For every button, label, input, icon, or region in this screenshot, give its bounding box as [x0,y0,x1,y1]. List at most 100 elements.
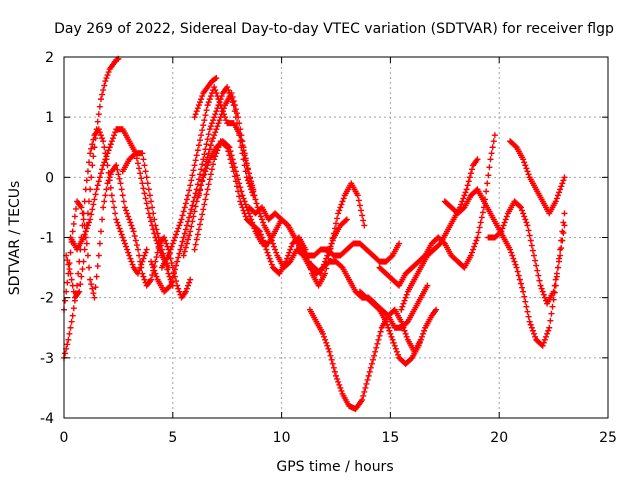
data-point [497,229,504,236]
data-point [144,205,151,212]
data-point [523,219,530,226]
data-point [99,91,106,98]
data-point [335,378,342,385]
data-point [230,98,237,105]
series-track-14 [356,288,440,367]
data-point [88,174,95,181]
data-point [190,213,197,220]
data-point [154,230,161,237]
data-point [212,153,219,160]
data-point [525,171,532,178]
data-point [166,283,173,290]
data-point [517,204,524,211]
data-point [491,132,498,139]
data-point [401,297,408,304]
data-point [204,136,211,143]
series-track-13 [306,306,424,412]
data-point [502,216,509,223]
data-point [233,183,240,190]
data-point [198,216,205,223]
data-point [136,252,143,259]
data-point [211,132,218,139]
data-point [247,175,254,182]
data-point [241,210,248,217]
data-point [203,107,210,114]
data-point [490,138,497,145]
data-point [270,243,277,250]
data-point [488,150,495,157]
data-point [71,213,78,220]
data-point [80,258,87,265]
data-point [175,285,182,292]
data-point [403,333,410,340]
data-point [522,298,529,305]
data-point [136,267,143,274]
data-point [107,184,114,191]
data-point [194,147,201,154]
data-point [516,203,523,210]
data-point [207,171,214,178]
data-point [169,240,176,247]
data-point [226,152,233,159]
data-point [523,303,530,310]
data-point [299,251,306,258]
data-point [96,129,103,136]
data-point [150,210,157,217]
data-point [193,152,200,159]
data-point [560,229,567,236]
data-point [161,234,168,241]
data-point [330,364,337,371]
data-point [104,72,111,79]
data-point [126,252,133,259]
data-point [91,294,98,301]
data-point [354,192,361,199]
data-point [134,270,141,277]
data-point [229,99,236,106]
data-point [70,305,77,312]
data-point [248,180,255,187]
data-point [185,282,192,289]
data-point [500,222,507,229]
data-point [334,375,341,382]
data-point [103,186,110,193]
data-point [268,237,275,244]
data-point [375,305,382,312]
data-point [146,192,153,199]
data-point [213,75,220,82]
data-point [143,174,150,181]
data-point [92,135,99,142]
data-point [150,264,157,271]
data-point [195,142,202,149]
data-point [200,172,207,179]
data-point [189,172,196,179]
data-point [99,216,106,223]
x-tick-label: 5 [168,430,177,446]
axis-ticks [63,56,609,419]
data-point [541,294,548,301]
data-points [61,55,568,412]
data-point [120,198,127,205]
data-point [232,178,239,185]
data-point [214,93,221,100]
data-point [355,197,362,204]
data-point [542,333,549,340]
data-point [174,258,181,265]
data-point [327,352,334,359]
data-point [228,160,235,167]
data-point [267,234,274,241]
data-point [182,244,189,251]
data-point [472,240,479,247]
data-point [193,236,200,243]
data-point [90,153,97,160]
data-point [288,243,295,250]
data-point [398,318,405,325]
data-point [68,318,75,325]
data-point [403,319,410,326]
data-point [333,372,339,379]
data-point [235,114,242,121]
data-point [436,241,443,248]
data-point [113,162,120,169]
data-point [201,151,208,158]
data-point [129,225,136,232]
data-point [119,192,126,199]
